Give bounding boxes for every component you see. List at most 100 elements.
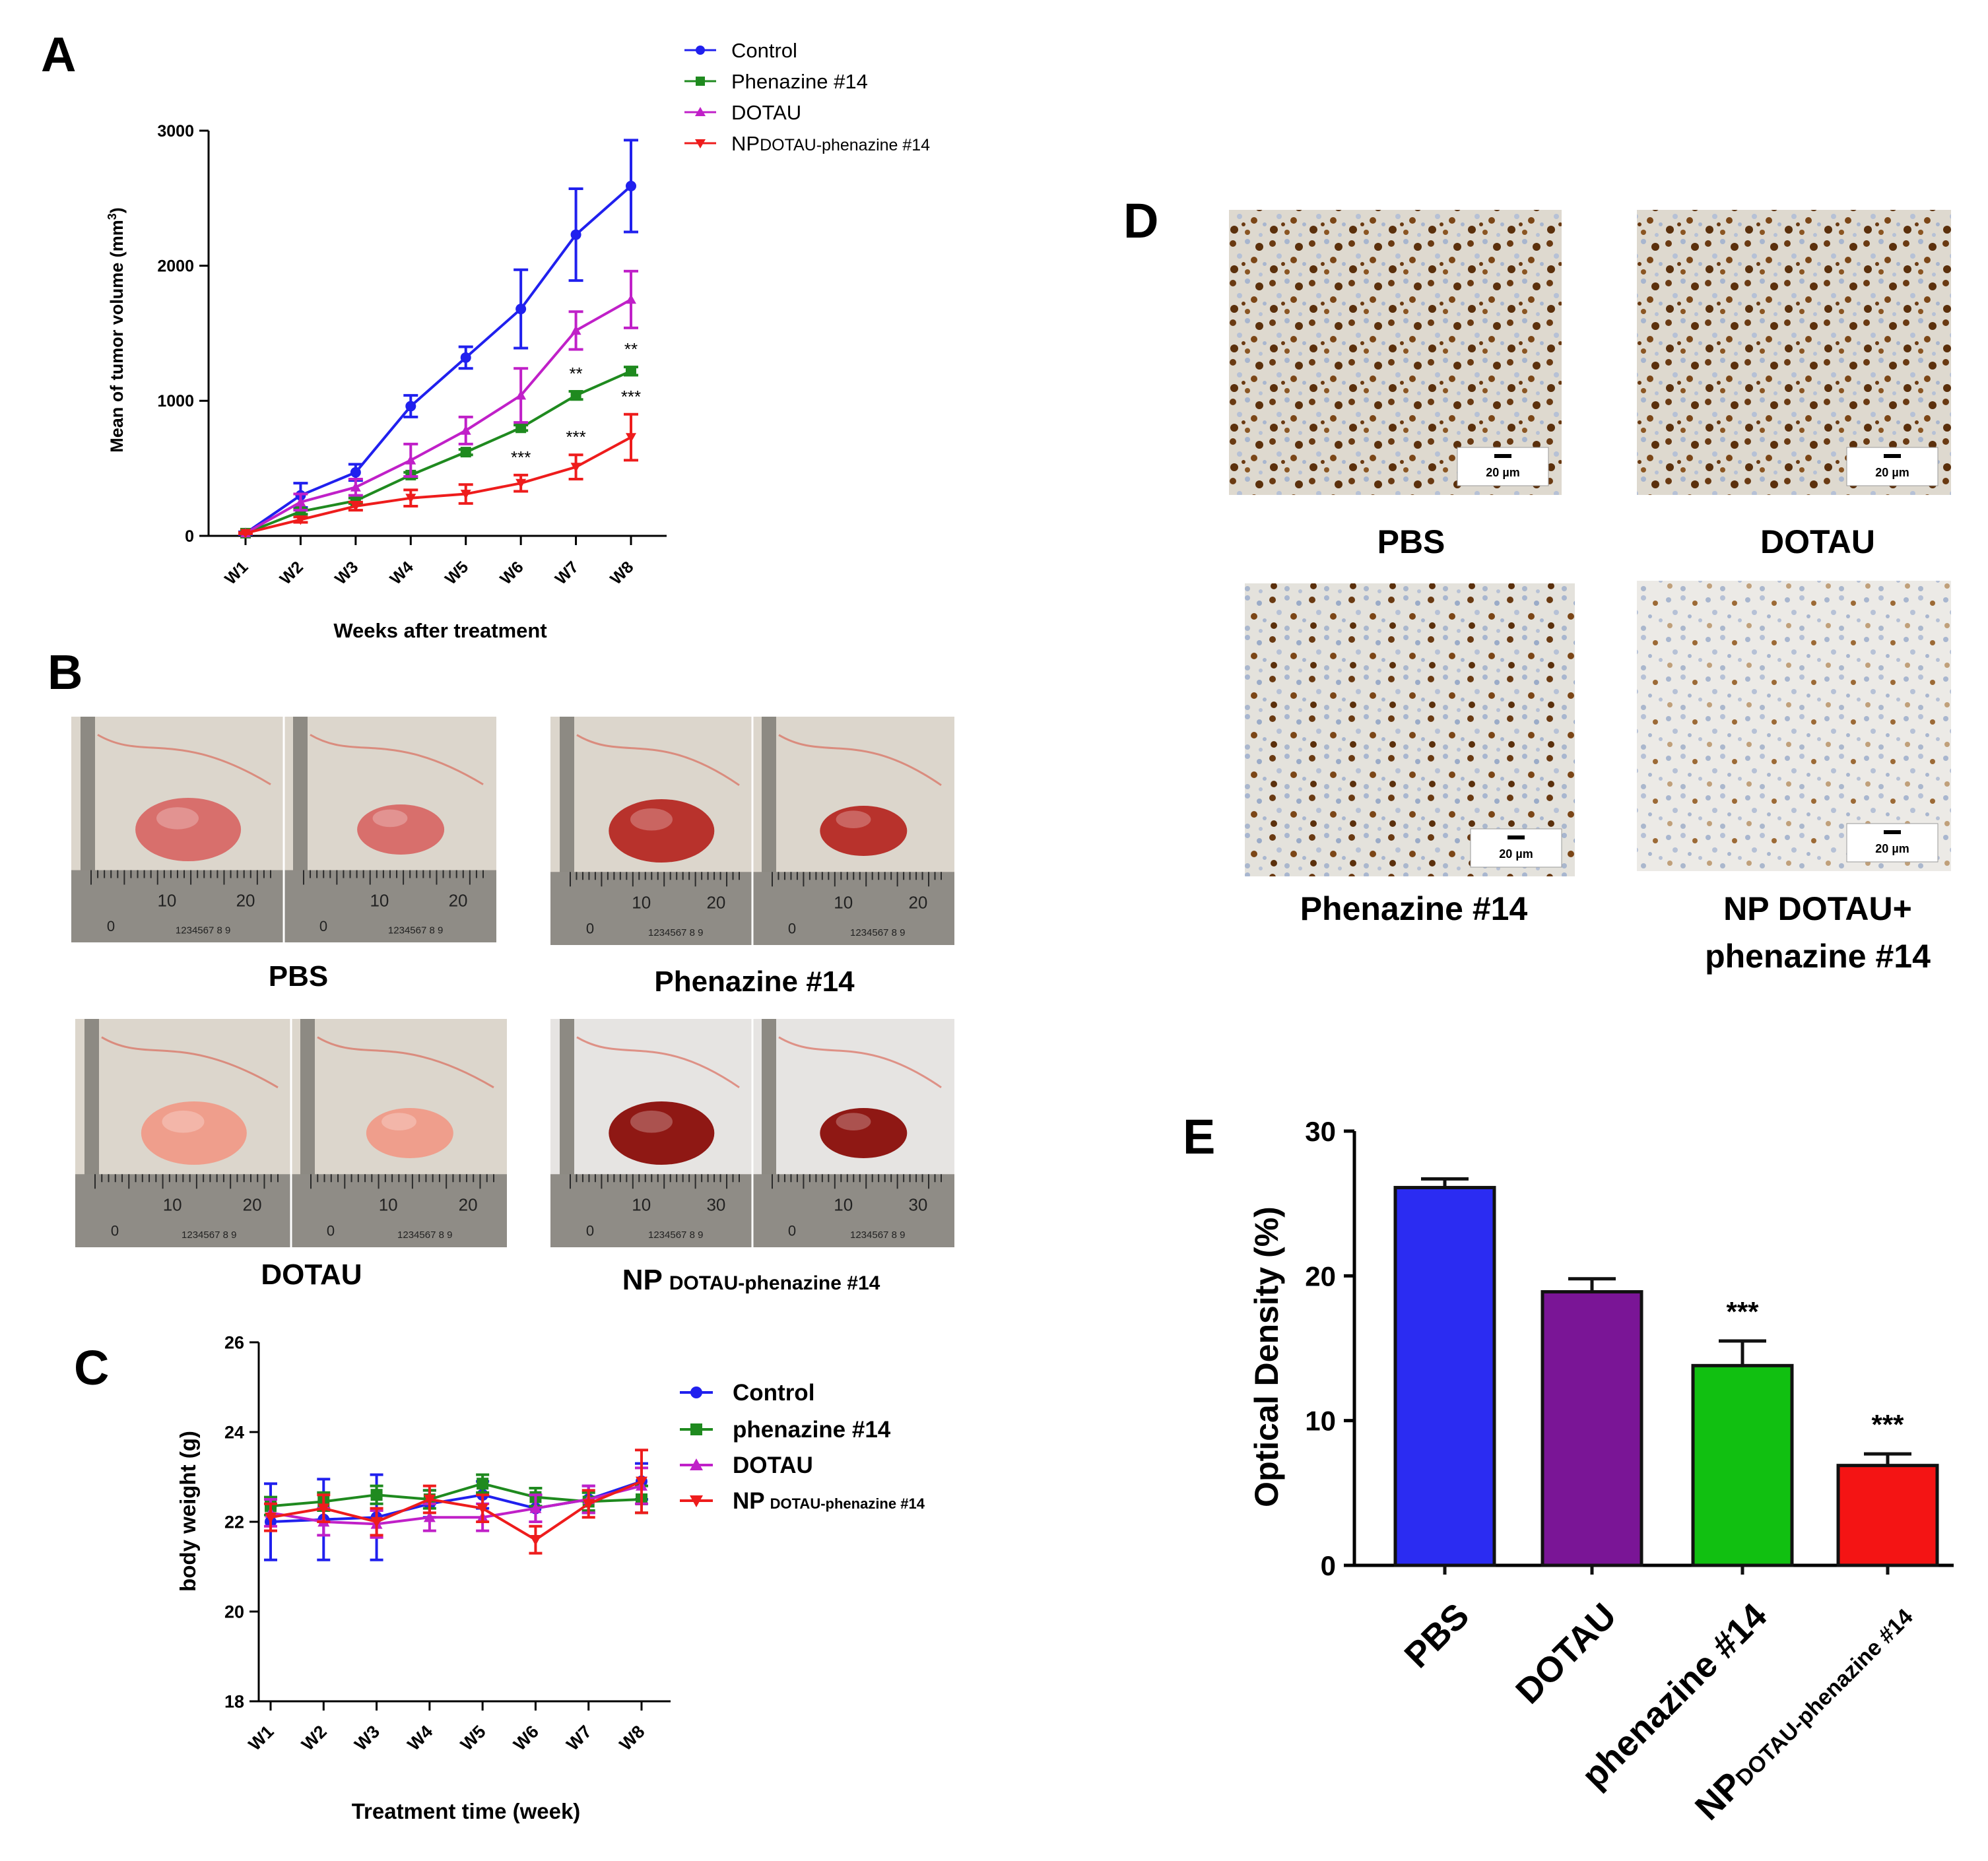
panel-d-letter: D — [1123, 193, 1158, 248]
ruler-body — [550, 872, 752, 945]
y-tick-label: 10 — [1305, 1406, 1336, 1437]
scale-bar-label: 20 µm — [1486, 466, 1519, 479]
scale-bar-label: 20 µm — [1875, 466, 1909, 479]
ruler-scale-digits: 1234567 8 9 — [388, 925, 443, 936]
data-point-np — [423, 1494, 436, 1505]
x-tick-label: W2 — [298, 1722, 331, 1755]
data-point-dotau — [295, 496, 306, 507]
tumor-highlight — [836, 810, 871, 828]
blood-streak — [778, 734, 942, 787]
significance-marker: *** — [511, 447, 531, 467]
panel-b-letter: B — [48, 645, 83, 700]
y-tick-label: 20 — [224, 1602, 244, 1621]
ruler-body — [284, 870, 496, 942]
x-tick-label: W6 — [496, 558, 527, 588]
data-point-dotau — [405, 455, 416, 465]
chart-a-legend: Control Phenazine #14 DOTAU NPDOTAU-phen… — [684, 39, 930, 155]
x-tick-label: W7 — [562, 1722, 595, 1755]
blood-streak — [576, 1036, 740, 1089]
caliper-jaw — [84, 1019, 99, 1179]
photo-phenazine: 10 20 0 1234567 8 9 10 20 0 1234567 8 9 — [550, 717, 954, 945]
y-tick-label: 20 — [1305, 1260, 1336, 1291]
legend-c-phenazine: phenazine #14 — [680, 1417, 891, 1443]
data-point-dotau — [515, 390, 527, 400]
tumor-highlight — [162, 1110, 205, 1133]
series-np — [238, 412, 638, 539]
svg-text:NPDOTAU-phenazine #14: NPDOTAU-phenazine #14 — [731, 132, 930, 155]
caliper-jaw — [762, 1019, 776, 1179]
chart-e-ylabel: Optical Density (%) — [1248, 1206, 1285, 1507]
data-point-np — [582, 1499, 595, 1510]
significance-marker: *** — [1726, 1296, 1759, 1327]
y-tick-label: 1000 — [157, 392, 194, 410]
scale-bar-label: 20 µm — [1875, 842, 1909, 855]
ruler-number: 30 — [706, 1195, 725, 1215]
tumor-highlight — [836, 1113, 871, 1130]
histology-image — [1245, 583, 1575, 876]
data-point-phenazine — [477, 1478, 489, 1490]
series-line-phenazine — [245, 370, 632, 535]
category-label: DOTAU — [1508, 1596, 1624, 1711]
data-point-phenazine — [515, 422, 527, 434]
data-point-np — [477, 1503, 489, 1515]
ruler-scale-digits: 1234567 8 9 — [397, 1229, 452, 1241]
data-point-dotau — [570, 325, 581, 335]
data-point-dotau — [423, 1511, 436, 1522]
chart-a-axes — [207, 131, 667, 537]
hist-image-phenazine: 20 µm — [1245, 583, 1575, 876]
hist-image-pbs: 20 µm — [1229, 210, 1562, 495]
data-point-np — [529, 1535, 542, 1546]
chart-c-body-weight: 18 20 22 24 26 W1 W2 W3 W4 W5 W6 W7 W8 Treatment tim… — [176, 1332, 925, 1823]
bar-3 — [1836, 1464, 1939, 1567]
tumor — [820, 1108, 908, 1158]
y-tick-label: 22 — [224, 1512, 244, 1532]
tumor-highlight — [630, 1110, 673, 1133]
svg-text:phenazine #14: phenazine #14 — [733, 1417, 891, 1443]
data-point-np — [626, 433, 636, 443]
x-tick-label: W3 — [350, 1722, 383, 1755]
ruler-number: 0 — [586, 921, 594, 937]
svg-text:DOTAU: DOTAU — [731, 101, 801, 124]
chart-e-bars: *** *** — [1393, 1177, 1939, 1567]
chart-c-ylabel: body weight (g) — [176, 1431, 200, 1592]
bar-1 — [1541, 1290, 1643, 1567]
ruler-body — [291, 1174, 507, 1247]
svg-text:Phenazine #14: Phenazine #14 — [731, 70, 868, 93]
blood-streak — [317, 1036, 494, 1089]
ruler-body — [75, 1174, 291, 1247]
tumor-highlight — [156, 807, 199, 830]
tumor — [820, 806, 908, 856]
data-point-control — [626, 180, 636, 191]
panel-b-tumor-photos: 10 20 0 1234567 8 9 10 20 0 1234567 8 9 10 20 0 12… — [71, 717, 954, 1296]
series-line-dotau — [245, 298, 632, 535]
chart-e-ticks: 0 10 20 30 — [1305, 1116, 1890, 1581]
data-point-np — [265, 1513, 277, 1524]
data-point-control — [405, 401, 416, 412]
scale-bar — [1508, 835, 1525, 839]
tumor-highlight — [381, 1113, 416, 1130]
histology-image — [1637, 581, 1951, 871]
svg-text:Control: Control — [733, 1380, 814, 1406]
tumor-highlight — [372, 809, 408, 828]
svg-text:DOTAU: DOTAU — [733, 1453, 813, 1478]
scale-bar — [1494, 454, 1511, 458]
y-tick-label: 0 — [185, 527, 194, 546]
bar-2 — [1691, 1363, 1794, 1567]
scale-bar — [1884, 454, 1901, 458]
data-point-phenazine — [570, 390, 581, 401]
ruler-body — [550, 1174, 752, 1247]
caliper-jaw — [300, 1019, 315, 1179]
ruler-number: 0 — [788, 1223, 796, 1239]
data-point-dotau — [529, 1502, 542, 1513]
x-tick-label: W6 — [510, 1722, 543, 1755]
tumor — [609, 1101, 715, 1165]
panel-d-histology: 20 µm 20 µm 20 µm 20 µm PBS DOTAU Phenaz… — [1229, 210, 1951, 975]
ruler-number: 10 — [834, 893, 853, 913]
tumor — [357, 804, 445, 855]
y-tick-label: 30 — [1305, 1116, 1336, 1147]
caliper-jaw — [81, 717, 95, 875]
significance-marker: *** — [566, 427, 585, 447]
bar-0 — [1393, 1186, 1496, 1567]
caliper-jaw — [293, 717, 308, 875]
